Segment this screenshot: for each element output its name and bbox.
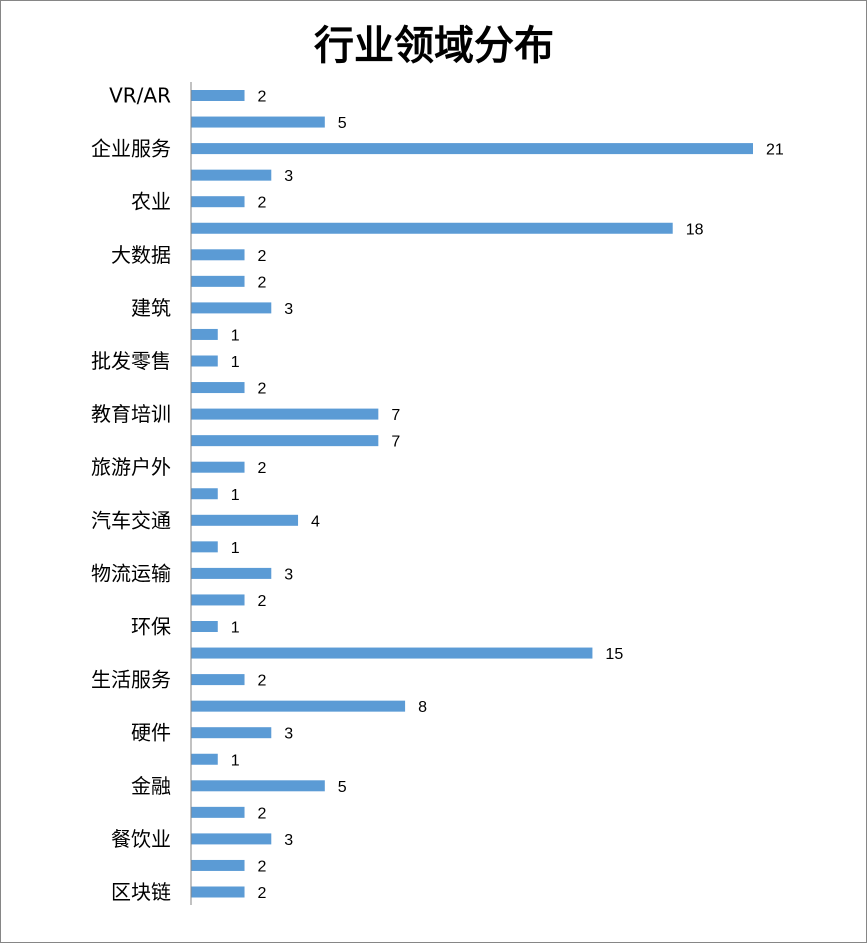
category-label-30: 区块链 <box>111 880 171 904</box>
category-label-0: VR/AR <box>109 84 171 108</box>
value-label-18: 3 <box>284 566 293 583</box>
value-label-10: 1 <box>231 354 240 371</box>
bar-16 <box>191 514 299 526</box>
value-label-11: 2 <box>258 381 267 398</box>
category-labels-group: VR/AR 企业服务农业大数据建筑批发零售教育培训旅游户外汽车交通物流运输环保生活… <box>91 84 171 905</box>
bar-11 <box>191 382 245 394</box>
bar-24 <box>191 727 272 739</box>
value-label-29: 2 <box>258 858 267 875</box>
bar-26 <box>191 780 325 792</box>
bar-3 <box>191 169 272 181</box>
bar-1 <box>191 116 325 128</box>
category-label-26: 金融 <box>131 774 171 798</box>
value-label-27: 2 <box>258 805 267 822</box>
value-label-24: 3 <box>284 726 293 743</box>
value-label-3: 3 <box>284 168 293 185</box>
bar-21 <box>191 647 593 659</box>
category-label-18: 物流运输 <box>91 561 171 585</box>
bar-10 <box>191 355 218 367</box>
category-label-6: 大数据 <box>111 243 171 267</box>
bar-12 <box>191 408 379 420</box>
category-label-20: 环保 <box>131 615 171 639</box>
value-label-17: 1 <box>231 540 240 557</box>
value-label-14: 2 <box>258 460 267 477</box>
category-label-28: 餐饮业 <box>111 827 171 851</box>
value-label-25: 1 <box>231 752 240 769</box>
bar-27 <box>191 806 245 818</box>
bar-6 <box>191 249 245 261</box>
value-label-2: 21 <box>766 142 784 159</box>
value-label-13: 7 <box>391 434 400 451</box>
bar-7 <box>191 275 245 287</box>
bar-20 <box>191 621 218 632</box>
bar-30 <box>191 886 245 898</box>
value-label-28: 3 <box>284 832 293 849</box>
category-label-10: 批发零售 <box>91 349 171 373</box>
chart-title: 行业领域分布 <box>314 23 554 69</box>
bar-19 <box>191 594 245 606</box>
category-label-22: 生活服务 <box>91 668 171 692</box>
value-label-21: 15 <box>605 646 623 663</box>
bar-2 <box>191 143 753 155</box>
bar-25 <box>191 753 218 765</box>
bar-0 <box>191 90 245 101</box>
bar-22 <box>191 674 245 686</box>
category-label-24: 硬件 <box>131 721 171 745</box>
bar-17 <box>191 541 218 553</box>
value-label-19: 2 <box>258 593 267 610</box>
value-label-30: 2 <box>258 885 267 902</box>
value-label-6: 2 <box>258 248 267 265</box>
bar-28 <box>191 833 272 845</box>
category-label-16: 汽车交通 <box>91 508 171 532</box>
bar-5 <box>191 222 673 234</box>
value-label-7: 2 <box>258 274 267 291</box>
value-label-9: 1 <box>231 327 240 344</box>
bars-group <box>191 90 753 898</box>
bar-9 <box>191 328 218 340</box>
bar-4 <box>191 196 245 208</box>
value-label-20: 1 <box>231 620 240 637</box>
category-label-8: 建筑 <box>131 296 171 320</box>
value-label-1: 5 <box>338 115 347 132</box>
value-label-12: 7 <box>391 407 400 424</box>
value-label-5: 18 <box>686 221 704 238</box>
category-label-4: 农业 <box>131 190 171 214</box>
bar-13 <box>191 435 379 447</box>
value-label-23: 8 <box>418 699 427 716</box>
bar-23 <box>191 700 406 712</box>
value-label-26: 5 <box>338 779 347 796</box>
value-label-8: 3 <box>284 301 293 318</box>
value-label-22: 2 <box>258 673 267 690</box>
category-label-14: 旅游户外 <box>91 455 171 479</box>
bar-14 <box>191 461 245 473</box>
value-label-4: 2 <box>258 195 267 212</box>
bar-18 <box>191 567 272 579</box>
bar-29 <box>191 859 245 871</box>
value-label-16: 4 <box>311 513 320 530</box>
bar-15 <box>191 488 218 500</box>
bar-8 <box>191 302 272 314</box>
value-label-0: 2 <box>258 89 267 106</box>
category-label-2: 企业服务 <box>91 137 171 161</box>
category-label-12: 教育培训 <box>91 402 171 426</box>
value-label-15: 1 <box>231 487 240 504</box>
